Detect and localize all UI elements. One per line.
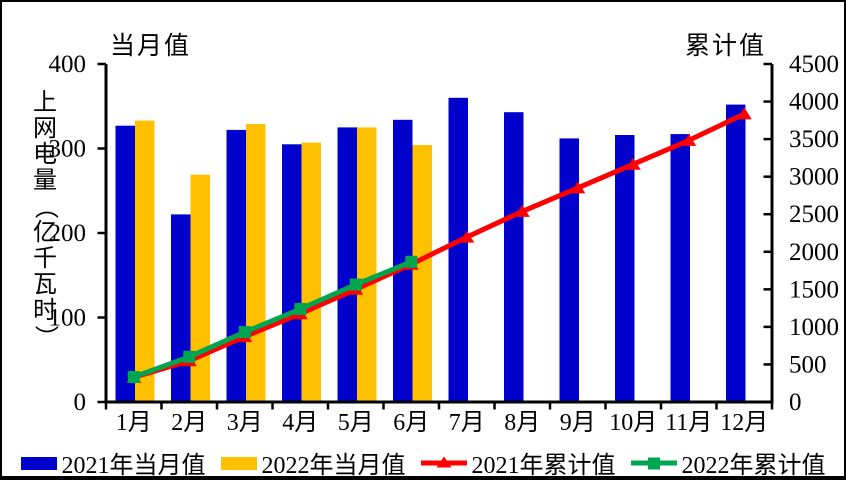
- bar-2021年当月值-1月: [115, 125, 135, 402]
- y-axis-title-char: 电: [33, 142, 57, 168]
- line-2021年累计值: [133, 111, 746, 380]
- bar-2021年当月值-6月: [393, 119, 413, 403]
- x-axis-label-9月: 9月: [560, 410, 596, 436]
- bar-2022年当月值-3月: [246, 124, 266, 402]
- right-axis-tick-label: 0: [789, 389, 802, 416]
- marker-2021年累计值-8月: [514, 204, 530, 217]
- marker-2022年累计值-4月: [294, 303, 307, 315]
- y-axis-title-char: 千: [33, 246, 57, 272]
- bar-2022年当月值-4月: [301, 142, 321, 402]
- left-axis-tick-label: 400: [49, 51, 87, 78]
- bar-2022年当月值-1月: [135, 120, 155, 402]
- left-axis-tick-label: 100: [49, 305, 87, 332]
- marker-2022年累计值-5月: [349, 278, 362, 291]
- left-axis-tick-label: 200: [49, 220, 87, 247]
- left-axis-tick-label: 0: [74, 389, 87, 416]
- legend-label: 2022年累计值: [681, 453, 826, 479]
- marker-2021年累计值-11月: [681, 133, 697, 146]
- bar-2022年当月值-6月: [412, 145, 432, 402]
- marker-2022年累计值-2月: [183, 350, 196, 363]
- right-axis-tick-label: 500: [789, 351, 827, 378]
- x-axis-label-1月: 1月: [116, 410, 152, 436]
- marker-2022年累计值-6月: [405, 255, 418, 268]
- y-axis-title-char: 量: [33, 168, 57, 194]
- y-axis-title-char: 时: [33, 298, 57, 324]
- right-axis-tick-label: 3500: [789, 126, 839, 153]
- legend-swatch-bar-icon: [20, 456, 57, 470]
- right-axis-tick-label: 4500: [789, 51, 839, 78]
- x-axis-label-11月: 11月: [665, 410, 712, 436]
- x-axis-label-5月: 5月: [338, 410, 374, 436]
- legend-square-marker: [647, 457, 660, 469]
- bar-2021年当月值-12月: [726, 104, 746, 402]
- right-axis-tick-label: 1500: [789, 276, 839, 303]
- legend-label: 2021年累计值: [471, 453, 616, 479]
- x-axis-label-2月: 2月: [171, 410, 207, 436]
- bar-2021年当月值-3月: [226, 129, 246, 402]
- legend-swatch-bar-icon: [220, 456, 257, 470]
- marker-2021年累计值-12月: [736, 107, 752, 120]
- bar-2021年当月值-8月: [504, 112, 524, 402]
- right-axis-tick-label: 1000: [789, 314, 839, 341]
- legend-triangle-marker: [436, 456, 451, 467]
- marker-2021年累计值-7月: [459, 230, 475, 243]
- bar-2021年当月值-5月: [337, 127, 357, 403]
- legend: 2021年当月值 2022年当月值 2021年累计值 2022年累计值: [2, 445, 844, 479]
- bar-2021年当月值-9月: [559, 138, 579, 402]
- legend-bar-swatch: [20, 456, 57, 470]
- legend-swatch-square-icon: [630, 457, 677, 469]
- legend-label: 2021年当月值: [61, 453, 206, 479]
- x-axis-label-3月: 3月: [227, 410, 263, 436]
- bar-2021年当月值-10月: [615, 135, 635, 402]
- x-axis-label-8月: 8月: [504, 410, 540, 436]
- bar-2022年当月值-2月: [190, 174, 210, 402]
- y-axis-title-char: 网: [33, 116, 57, 142]
- legend-swatch-triangle-icon: [420, 456, 467, 467]
- y-axis-title: 上网电量（亿千瓦时）: [30, 90, 60, 350]
- legend-item-2022年累计值: 2022年累计值: [630, 445, 826, 479]
- left-axis-tick-label: 300: [49, 136, 87, 163]
- right-axis-header-label: 累计值: [684, 33, 766, 60]
- right-axis-tick-label: 2500: [789, 201, 839, 228]
- y-axis-title-char: 瓦: [33, 272, 57, 298]
- marker-2022年累计值-1月: [127, 371, 140, 383]
- marker-2022年累计值-3月: [238, 326, 251, 339]
- legend-item-2021年当月值: 2021年当月值: [20, 445, 206, 479]
- legend-label: 2022年当月值: [261, 453, 406, 479]
- bar-2021年当月值-2月: [171, 214, 191, 402]
- bar-2022年当月值-5月: [357, 127, 377, 403]
- marker-2021年累计值-9月: [570, 181, 586, 194]
- bar-2021年当月值-4月: [282, 144, 302, 403]
- bar-2021年当月值-11月: [670, 134, 690, 402]
- x-axis-label-4月: 4月: [282, 410, 318, 436]
- legend-item-2021年累计值: 2021年累计值: [420, 445, 616, 479]
- legend-item-2022年当月值: 2022年当月值: [220, 445, 406, 479]
- x-axis-label-7月: 7月: [449, 410, 485, 436]
- x-axis-label-12月: 12月: [720, 410, 768, 436]
- y-axis-title-char: 亿: [33, 220, 57, 246]
- x-axis-label-6月: 6月: [393, 410, 429, 436]
- y-axis-title-char: 上: [33, 90, 57, 116]
- marker-2021年累计值-10月: [625, 157, 641, 170]
- right-axis-tick-label: 4000: [789, 89, 839, 116]
- line-2022年累计值: [132, 259, 413, 380]
- legend-bar-swatch: [220, 456, 257, 470]
- bar-2021年当月值-7月: [448, 97, 468, 403]
- right-axis-tick-label: 2000: [789, 239, 839, 266]
- right-axis-tick-label: 3000: [789, 164, 839, 191]
- left-axis-header-label: 当月值: [110, 33, 192, 60]
- x-axis-label-10月: 10月: [609, 410, 657, 436]
